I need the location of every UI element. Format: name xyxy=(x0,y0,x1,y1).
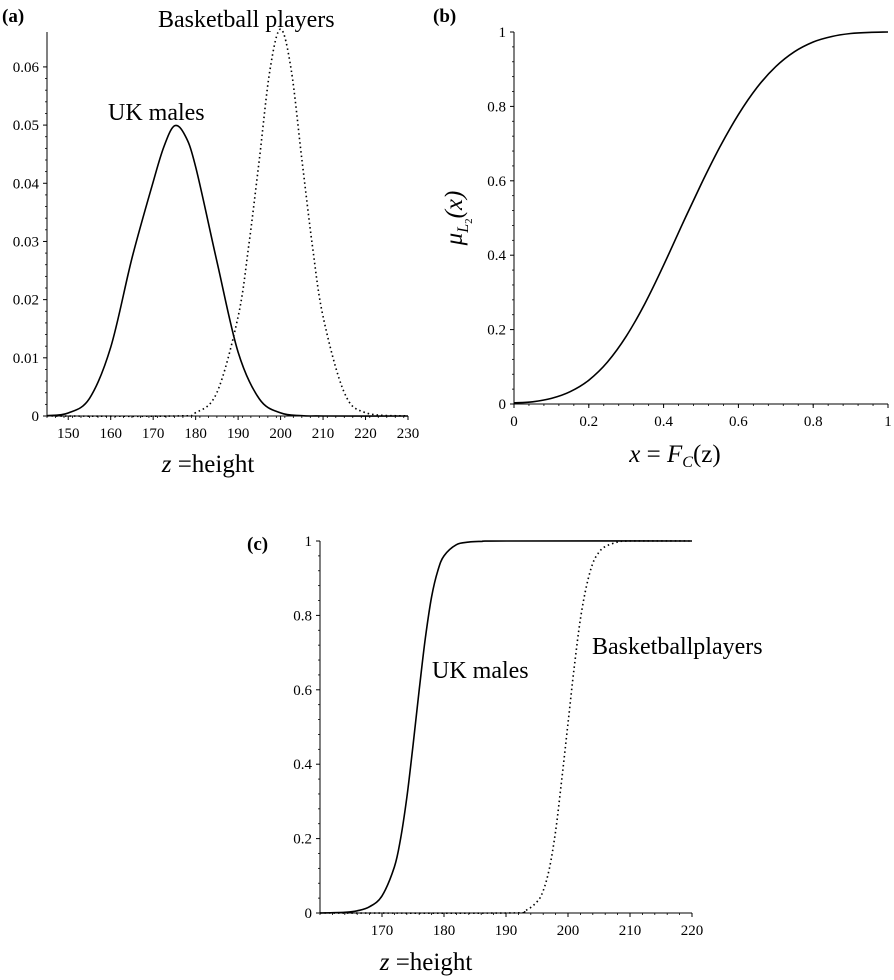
panel-b-xlabel-lhs: x xyxy=(628,441,640,468)
panel-c-series-dotted-line xyxy=(319,540,693,914)
panel-b-y-tick-label: 0.8 xyxy=(487,99,506,115)
panel-b-xlabel-arg: (z) xyxy=(693,441,721,468)
panel-c-series xyxy=(319,540,693,914)
panel-a-annotation-basketball: Basketball players xyxy=(158,7,335,33)
panel-b-yticks: 0 0.2 0.4 0.6 0.8 1 xyxy=(487,25,514,413)
panel-b-x-tick-label: 0.2 xyxy=(579,414,598,430)
panel-b-x-tick-label: 0.6 xyxy=(729,414,748,430)
panel-a-x-tick-label: 150 xyxy=(57,426,80,442)
panel-b-x-tick-label: 1 xyxy=(884,414,892,430)
panel-a-axes xyxy=(46,32,408,417)
panel-a-x-axis-title: z =height xyxy=(161,451,255,478)
panel-b-series xyxy=(513,31,889,404)
panel-a-y-tick-label: 0.02 xyxy=(13,293,39,309)
panel-c-y-tick-label: 0.6 xyxy=(293,683,312,699)
panel-b-y-tick-label: 0.6 xyxy=(487,174,506,190)
panel-c-annotation-basketball: Basketballplayers xyxy=(592,634,763,660)
panel-b-ylabel-arg: (x) xyxy=(441,191,468,219)
panel-a-x-tick-label: 220 xyxy=(354,426,377,442)
panel-b-y-tick-label: 0 xyxy=(499,397,507,413)
panel-c-xticks: 170 180 190 200 210 220 xyxy=(319,913,704,939)
panel-a-xlabel-rest: =height xyxy=(171,451,254,478)
panel-c-axes xyxy=(319,541,692,914)
panel-c-x-tick-label: 180 xyxy=(433,923,456,939)
panel-c-x-axis-title: z =height xyxy=(379,949,473,976)
panel-a-x-tick-label: 190 xyxy=(227,426,250,442)
panel-a-x-tick-label: 200 xyxy=(269,426,292,442)
panel-a-y-tick-label: 0.04 xyxy=(13,176,40,192)
panel-b-ylabel-sub: L xyxy=(455,224,472,234)
panel-c-y-tick-label: 0.8 xyxy=(293,608,312,624)
panel-c-y-tick-label: 1 xyxy=(305,534,313,550)
panel-a-x-tick-label: 170 xyxy=(142,426,165,442)
panel-b-x-tick-label: 0 xyxy=(510,414,518,430)
panel-c-x-tick-label: 170 xyxy=(371,923,394,939)
panel-c-x-tick-label: 210 xyxy=(619,923,642,939)
panel-a-x-tick-label: 230 xyxy=(397,426,420,442)
panel-b-xlabel-sub: C xyxy=(682,454,693,471)
panel-b-x-tick-label: 0.4 xyxy=(654,414,673,430)
panel-a-yticks: 0 0.01 0.02 0.03 0.04 0.05 0.06 xyxy=(13,60,47,425)
panel-c-y-tick-label: 0.4 xyxy=(293,757,312,773)
panel-c-x-tick-label: 190 xyxy=(495,923,518,939)
panel-b-x-axis-title: x = FC(z) xyxy=(628,441,720,471)
panel-a-y-tick-label: 0.01 xyxy=(13,351,39,367)
panel-b-y-tick-label: 0.4 xyxy=(487,248,506,264)
panel-c-series-solid-line xyxy=(319,540,693,914)
panel-b: (b) 0 0.2 0.4 0.6 0.8 1 0 0.2 0.4 0.6 0.8 1 μL2(x)… xyxy=(433,6,892,471)
panel-a-series-solid-line xyxy=(46,124,409,417)
panel-b-y-axis-title: μL2(x) xyxy=(441,191,475,247)
panel-a: (a) 00.010.020.030.040.050.06 150 160 170 1… xyxy=(2,6,419,478)
panel-b-ylabel-mu: μ xyxy=(441,233,468,247)
panel-c-annotation-uk-males: UK males xyxy=(432,658,529,684)
panel-a-x-tick-label: 180 xyxy=(184,426,207,442)
panel-b-axes xyxy=(513,32,888,405)
panel-b-xlabel-eq: = xyxy=(640,441,667,468)
panel-c-xlabel-var: z xyxy=(379,949,390,976)
panel-b-label: (b) xyxy=(433,6,456,27)
panel-a-y-tick-label: 0 xyxy=(32,409,40,425)
panel-a-series-dotted-line xyxy=(46,28,409,418)
panel-c: (c) 0 0.2 0.4 0.6 0.8 1 170 180 190 200 210 220 UK… xyxy=(247,534,763,976)
panel-c-xlabel-rest: =height xyxy=(389,949,472,976)
panel-b-series-solid-line xyxy=(513,31,889,404)
panel-a-xlabel-var: z xyxy=(161,451,172,478)
panel-b-ylabel-subsub: 2 xyxy=(463,218,475,224)
panel-c-label: (c) xyxy=(247,534,268,555)
panel-c-x-tick-label: 200 xyxy=(557,923,580,939)
panel-b-x-tick-label: 0.8 xyxy=(804,414,823,430)
panel-c-yticks: 0 0.2 0.4 0.6 0.8 1 xyxy=(293,534,320,922)
panel-a-series xyxy=(46,28,409,418)
panel-c-y-tick-label: 0.2 xyxy=(293,832,312,848)
panel-c-y-tick-label: 0 xyxy=(305,906,313,922)
panel-c-x-tick-label: 220 xyxy=(681,923,704,939)
panel-a-x-tick-label: 160 xyxy=(99,426,122,442)
panel-a-x-tick-label: 210 xyxy=(312,426,335,442)
panel-a-xticks: 150 160 170 180 190 200 210 220 230 xyxy=(46,416,420,442)
panel-a-label: (a) xyxy=(2,6,24,27)
panel-b-y-tick-label: 1 xyxy=(499,25,507,41)
panel-a-y-tick-label: 0.06 xyxy=(13,60,40,76)
panel-b-xticks: 0 0.2 0.4 0.6 0.8 1 xyxy=(510,404,892,430)
panel-b-xlabel-f: F xyxy=(666,441,683,468)
panel-a-annotation-uk-males: UK males xyxy=(108,100,205,126)
panel-a-y-tick-label: 0.03 xyxy=(13,234,39,250)
panel-b-y-tick-label: 0.2 xyxy=(487,323,506,339)
panel-a-y-tick-label: 0.05 xyxy=(13,118,39,134)
